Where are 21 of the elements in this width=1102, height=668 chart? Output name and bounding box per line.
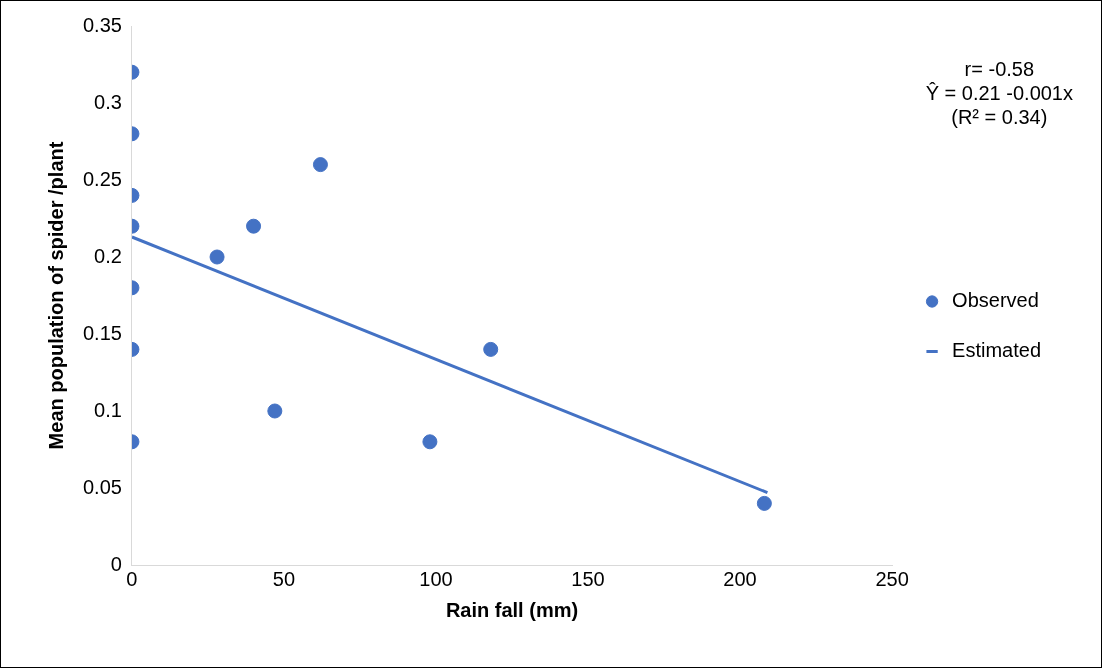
text: (R² = 0.34) [950, 105, 1049, 129]
legend-label: Observed [952, 289, 1039, 312]
y-tick-label: 0.1 [94, 398, 122, 421]
x-tick-label: 0 [126, 567, 138, 590]
y-tick-label: 0.25 [82, 167, 122, 190]
text: Ŷ = 0.21 -0.001x [925, 81, 1073, 105]
legend-label: Estimated [952, 339, 1042, 362]
x-tick-label: 50 [272, 567, 296, 590]
y-tick-label: 0.15 [82, 321, 122, 344]
text: r= -0.58 [963, 57, 1036, 81]
y-tick-label: 0.05 [82, 475, 122, 498]
x-tick-label: 100 [419, 567, 453, 590]
x-tick-label: 150 [571, 567, 605, 590]
y-axis-title: Mean population of spider /plant [44, 141, 67, 450]
x-tick-label: 250 [875, 567, 909, 590]
y-tick-label: 0.3 [94, 90, 122, 113]
y-tick-label: 0.2 [94, 244, 122, 267]
x-tick-label: 200 [723, 567, 757, 590]
x-axis-title: Rain fall (mm) [445, 598, 579, 621]
y-tick-label: 0 [110, 552, 122, 575]
y-tick-label: 0.35 [82, 13, 122, 36]
